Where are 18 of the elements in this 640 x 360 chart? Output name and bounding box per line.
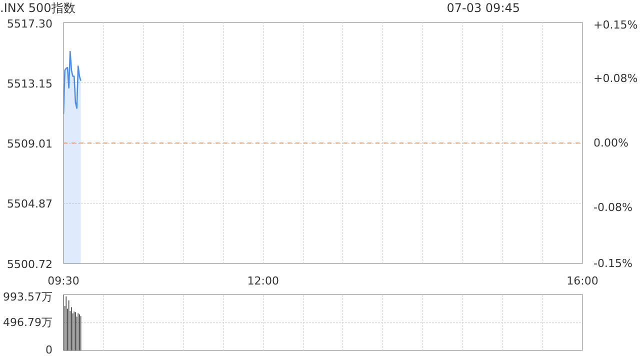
x-tick-label: 16:00 xyxy=(566,274,598,288)
y2-tick-label: -0.15% xyxy=(594,257,632,270)
y-tick-label: 5517.30 xyxy=(7,18,53,30)
y2-tick-label: 0.00% xyxy=(594,136,628,150)
chart-title: .INX 500指数 xyxy=(0,0,76,17)
y-tick-label: 993.57万 xyxy=(3,290,53,304)
x-tick-label: 12:00 xyxy=(247,274,279,288)
y-tick-label: 5500.72 xyxy=(7,258,53,271)
y-tick-label: 5513.15 xyxy=(7,77,53,90)
y-tick-label: 5504.87 xyxy=(7,198,53,211)
y2-tick-label: -0.08% xyxy=(594,200,632,214)
y-tick-label: 496.79万 xyxy=(3,316,53,329)
y2-tick-label: +0.15% xyxy=(594,18,638,32)
y2-tick-label: +0.08% xyxy=(594,72,638,86)
y-tick-label: 5509.01 xyxy=(7,138,53,150)
y-tick-label: 0 xyxy=(46,344,52,356)
text: 07-03 09:45 xyxy=(446,0,520,17)
x-tick-label: 09:30 xyxy=(48,274,80,288)
